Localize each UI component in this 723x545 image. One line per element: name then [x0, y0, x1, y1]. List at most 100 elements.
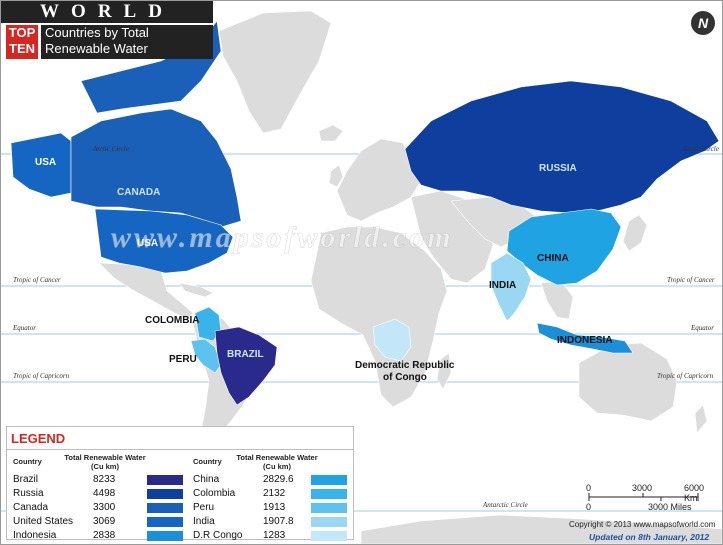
tropic-of-cancer-label-left: Tropic of Cancer [13, 276, 61, 284]
legend-swatch [147, 489, 183, 499]
japan-shape [622, 214, 648, 252]
madagascar-shape [436, 352, 452, 390]
watermark: www.mapsofworld.com [111, 221, 454, 254]
indonesia-label: INDONESIA [557, 335, 613, 346]
legend-header-value-line2: (Cu km) [91, 462, 119, 471]
uk-shape [328, 164, 344, 188]
legend-row: Brazil 8233 [13, 473, 183, 487]
canada-islands-shape [80, 20, 222, 114]
legend-value: 3300 [93, 502, 116, 513]
legend-row: United States 3069 [13, 515, 183, 529]
australia-shape [578, 342, 678, 422]
southeast-asia-shape [540, 280, 574, 320]
legend-header-value: Total Renewable Water (Cu km) [229, 453, 325, 471]
scale-mid-km: 3000 [632, 483, 653, 493]
legend-row: Indonesia 2838 [13, 529, 183, 543]
legend-swatch [311, 489, 347, 499]
legend-value: 1283 [263, 530, 286, 541]
legend-value: 2132 [263, 488, 286, 499]
scale-end-mi: 3000 Miles [648, 502, 692, 512]
top-ten-badge: TOP TEN [6, 25, 38, 59]
africa-shape [310, 226, 448, 408]
legend-column-left: Country Total Renewable Water (Cu km) Br… [13, 453, 183, 543]
equator-label-right: Equator [690, 324, 714, 332]
china-label: CHINA [537, 253, 569, 264]
legend-header-value-line1: Total Renewable Water [236, 453, 318, 462]
peru-label: PERU [169, 354, 197, 365]
legend-header-country: Country [13, 457, 42, 466]
antarctic-circle-label: Antarctic Circle [482, 501, 528, 509]
copyright-text: Copyright © 2013 www.mapsofworld.com [569, 520, 716, 529]
legend-swatch [147, 517, 183, 527]
legend-value: 4498 [93, 488, 116, 499]
legend-country: D.R Congo [193, 530, 243, 541]
peru-shape [190, 338, 222, 374]
tropic-of-capricorn-label-left: Tropic of Capricorn [13, 372, 70, 380]
legend-header-value-line2: (Cu km) [263, 462, 291, 471]
legend-header-country: Country [193, 457, 222, 466]
drc-label-line2: of Congo [383, 372, 427, 383]
colombia-label: COLOMBIA [145, 315, 199, 326]
canada-label: CANADA [117, 187, 160, 198]
legend-country: Colombia [193, 488, 236, 499]
legend-swatch [311, 531, 347, 541]
canada-shape [70, 108, 242, 228]
legend-row: India 1907.8 [193, 515, 349, 529]
greenland-shape [218, 10, 332, 134]
scale-zero-km: 0 [586, 483, 592, 493]
legend-row: Canada 3300 [13, 501, 183, 515]
legend-swatch [311, 503, 347, 513]
legend-value: 3069 [93, 516, 116, 527]
legend-divider [7, 449, 353, 450]
legend-country: Russia [13, 488, 44, 499]
antarctica-shape [360, 514, 722, 544]
drc-label-line1: Democratic Republic [355, 360, 455, 371]
new-zealand-shape [694, 404, 708, 434]
brazil-label: BRAZIL [227, 349, 264, 360]
north-arrow-icon: N [691, 11, 715, 35]
legend-row: China 2829.6 [193, 473, 349, 487]
scale-end-km: 6000 Km [684, 483, 705, 503]
highlighted-countries [10, 20, 720, 406]
legend-header-right: Country Total Renewable Water (Cu km) [193, 453, 349, 473]
legend-swatch [311, 475, 347, 485]
title-world: WORLD [1, 1, 213, 23]
legend-title: LEGEND [11, 431, 66, 446]
legend-country: Peru [193, 502, 215, 513]
legend-swatch [147, 475, 183, 485]
usa-alaska-label: USA [35, 157, 56, 168]
india-shape [490, 252, 532, 322]
legend-header-left: Country Total Renewable Water (Cu km) [13, 453, 183, 473]
legend-value: 1907.8 [263, 516, 294, 527]
legend-value: 2829.6 [263, 474, 294, 485]
subtitle-line2: Renewable Water Resources [45, 41, 148, 72]
india-label: INDIA [489, 280, 516, 291]
ten-text: TEN [9, 41, 35, 56]
equator-label-left: Equator [12, 324, 36, 332]
legend-row: Peru 1913 [193, 501, 349, 515]
country-labels: USA CANADA USA RUSSIA CHINA INDIA INDONE… [35, 157, 613, 383]
subtitle-line1: Countries by Total [45, 25, 149, 40]
legend-country: India [193, 516, 215, 527]
drc-shape [372, 318, 412, 362]
legend-value: 8233 [93, 474, 116, 485]
scale-zero-mi: 0 [586, 502, 592, 512]
legend-value: 1913 [263, 502, 286, 513]
scale-bar-graphic [588, 493, 699, 501]
arctic-circle-label-right: Arctic Circle [682, 145, 719, 153]
other-land [98, 10, 722, 544]
map-subtitle: Countries by Total Renewable Water Resou… [41, 25, 213, 72]
legend-country: Canada [13, 502, 49, 513]
legend-country: Brazil [13, 474, 39, 485]
russia-shape [404, 80, 720, 214]
legend-row: Colombia 2132 [193, 487, 349, 501]
legend-header-value: Total Renewable Water (Cu km) [57, 453, 153, 471]
iceland-shape [318, 124, 344, 142]
legend: LEGEND Country Total Renewable Water (Cu… [6, 426, 354, 543]
arctic-circle-label-left: Arctic Circle [92, 145, 129, 153]
brazil-shape [214, 326, 278, 406]
scale-bar: 0 3000 6000 Km 0 3000 Miles [586, 483, 716, 515]
tropic-of-capricorn-label-right: Tropic of Capricorn [657, 372, 714, 380]
